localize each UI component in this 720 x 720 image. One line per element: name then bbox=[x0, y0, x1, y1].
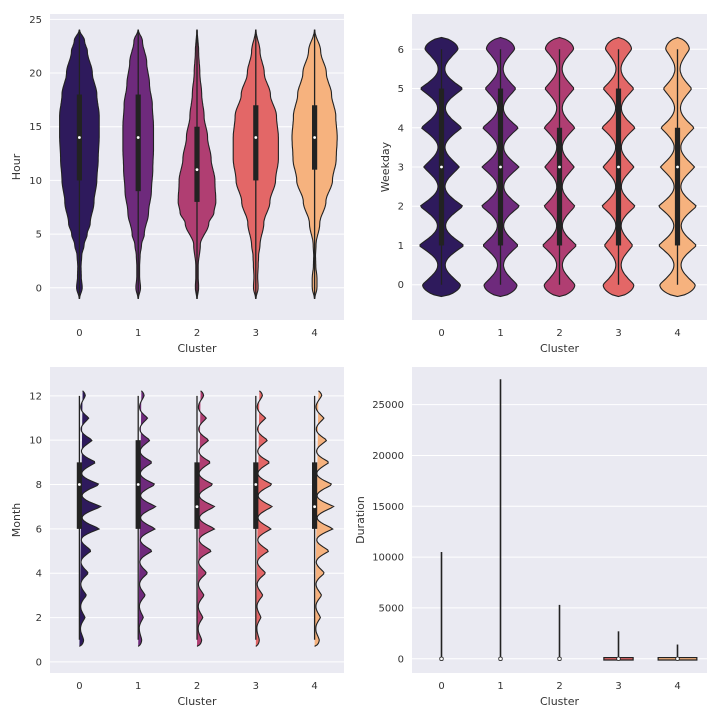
violin-median bbox=[136, 483, 140, 486]
violin-iqr-box bbox=[253, 462, 259, 529]
y-tick-label: 15 bbox=[29, 122, 42, 133]
x-tick-label: 1 bbox=[497, 681, 503, 692]
violin-median bbox=[254, 136, 258, 139]
x-axis-label: Cluster bbox=[540, 342, 580, 355]
y-tick-label: 20 bbox=[29, 69, 42, 80]
x-tick-label: 3 bbox=[253, 328, 259, 339]
y-tick-label: 0 bbox=[36, 657, 42, 668]
y-tick-label: 5 bbox=[36, 230, 42, 241]
violin-body bbox=[79, 390, 102, 647]
x-tick-label: 4 bbox=[311, 681, 317, 692]
x-tick-label: 2 bbox=[194, 681, 200, 692]
violin-iqr-box bbox=[674, 127, 681, 246]
y-tick-label: 10 bbox=[29, 436, 42, 447]
violin-median bbox=[195, 168, 199, 172]
x-tick-label: 0 bbox=[76, 328, 82, 339]
y-axis-label: Duration bbox=[354, 496, 367, 544]
violin-median bbox=[558, 165, 561, 169]
subplot-hour: 0 5 10 15 20 25 0 1 2 3 4 Cluster Hour bbox=[10, 14, 344, 355]
y-tick-label: 4 bbox=[398, 123, 404, 134]
violin-iqr-box bbox=[194, 126, 200, 202]
x-tick-label: 2 bbox=[556, 681, 562, 692]
violin-median bbox=[440, 165, 443, 169]
x-tick-label: 3 bbox=[615, 328, 621, 339]
violin-iqr-box bbox=[253, 105, 259, 181]
violin-median bbox=[675, 656, 680, 661]
y-tick-label: 25000 bbox=[372, 400, 404, 411]
y-tick-label: 2 bbox=[36, 613, 42, 624]
y-tick-label: 3 bbox=[398, 163, 404, 174]
violin-median bbox=[676, 165, 679, 169]
y-tick-label: 15000 bbox=[372, 502, 404, 513]
violin-median bbox=[195, 505, 199, 509]
x-axis-label: Cluster bbox=[177, 695, 217, 708]
x-tick-label: 0 bbox=[438, 328, 444, 339]
violin-median bbox=[313, 505, 316, 509]
violin-median bbox=[617, 165, 620, 169]
x-tick-label: 4 bbox=[674, 328, 680, 339]
subplot-duration: 0 5000 10000 15000 20000 25000 0 1 2 3 4 Cluster Dur… bbox=[354, 367, 707, 708]
violin-median bbox=[499, 165, 502, 169]
y-tick-label: 0 bbox=[398, 654, 404, 665]
violin-median bbox=[498, 656, 503, 661]
violin-iqr-box bbox=[135, 94, 141, 192]
x-tick-label: 1 bbox=[497, 328, 503, 339]
violin-median bbox=[78, 136, 81, 139]
x-axis-label: Cluster bbox=[177, 342, 217, 355]
x-tick-label: 3 bbox=[253, 681, 259, 692]
y-axis-label: Month bbox=[10, 503, 23, 538]
subplot-weekday: 0 1 2 3 4 5 6 0 1 2 3 4 Cluster Weekday bbox=[379, 14, 707, 355]
y-tick-label: 6 bbox=[398, 45, 404, 56]
violin-median bbox=[313, 136, 316, 139]
y-tick-label: 4 bbox=[36, 569, 42, 580]
violin-iqr-box bbox=[194, 462, 200, 529]
x-tick-label: 0 bbox=[438, 681, 444, 692]
violin-iqr-box bbox=[312, 462, 318, 529]
x-tick-label: 4 bbox=[674, 681, 680, 692]
x-tick-label: 2 bbox=[194, 328, 200, 339]
violin-median bbox=[557, 656, 562, 661]
x-tick-label: 2 bbox=[556, 328, 562, 339]
violin-median bbox=[254, 483, 258, 486]
x-axis-label: Cluster bbox=[540, 695, 580, 708]
y-tick-label: 0 bbox=[398, 280, 404, 291]
violin-iqr-box bbox=[556, 127, 563, 246]
x-tick-label: 3 bbox=[615, 681, 621, 692]
violin-median bbox=[136, 136, 140, 139]
y-tick-label: 8 bbox=[36, 480, 42, 491]
violin-body bbox=[196, 390, 216, 647]
y-tick-label: 1 bbox=[398, 241, 404, 252]
y-tick-label: 5 bbox=[398, 84, 404, 95]
x-tick-label: 0 bbox=[76, 681, 82, 692]
violin-median bbox=[616, 656, 621, 661]
y-tick-label: 25 bbox=[29, 15, 42, 26]
x-tick-label: 1 bbox=[135, 681, 141, 692]
x-tick-label: 1 bbox=[135, 328, 141, 339]
violin-iqr-box bbox=[76, 462, 82, 529]
y-tick-label: 10000 bbox=[372, 553, 404, 564]
y-tick-label: 0 bbox=[36, 283, 42, 294]
y-tick-label: 2 bbox=[398, 202, 404, 213]
y-axis-label: Weekday bbox=[379, 141, 392, 192]
y-tick-label: 12 bbox=[29, 391, 42, 402]
x-tick-label: 4 bbox=[311, 328, 317, 339]
violin-body bbox=[314, 390, 335, 647]
violin-median bbox=[78, 483, 81, 486]
violin-median bbox=[439, 656, 444, 661]
y-tick-label: 20000 bbox=[372, 451, 404, 462]
y-tick-label: 10 bbox=[29, 176, 42, 187]
y-axis-label: Hour bbox=[10, 153, 23, 180]
y-tick-label: 5000 bbox=[379, 603, 404, 614]
y-tick-label: 6 bbox=[36, 524, 42, 535]
